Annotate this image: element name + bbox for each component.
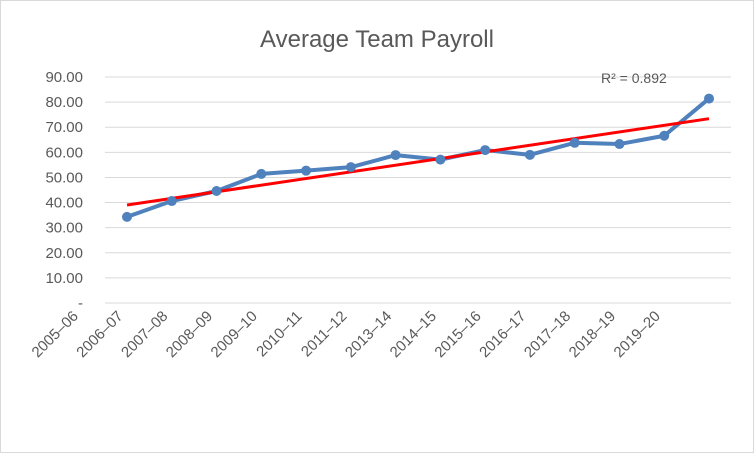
x-tick-label: 2006–07 [73,308,126,361]
x-tick-label: 2018–19 [566,308,619,361]
x-tick-label: 2008–09 [163,308,216,361]
points-layer [122,93,714,222]
x-tick-label: 2013–14 [342,308,395,361]
data-point [524,149,535,160]
x-tick-label: 2017–18 [521,308,574,361]
x-tick-label: 2007–08 [118,308,171,361]
y-tick-label: 90.00 [45,69,83,86]
y-tick-label: 20.00 [45,245,83,262]
x-tick-label: 2014–15 [387,308,440,361]
y-axis-ticks: - 10.00 20.00 30.00 40.00 50.00 60.00 70.00 80.0… [45,69,83,312]
y-tick-label: 60.00 [45,144,83,161]
data-point [569,137,580,148]
data-point [435,154,446,165]
y-tick-label: 40.00 [45,195,83,212]
data-point [122,211,132,222]
x-tick-label: 2010–11 [253,308,306,361]
y-tick-label: 80.00 [45,94,83,111]
y-tick-label: 50.00 [45,169,83,186]
x-axis-ticks: 2005–062006–072007–082008–092009–102010–… [29,308,664,361]
gridlines [105,76,731,304]
y-tick-label: - [78,295,83,312]
trendline [126,117,710,207]
y-tick-label: 30.00 [45,220,83,237]
data-point [256,168,267,179]
y-tick-label: 70.00 [45,119,83,136]
data-point [480,145,491,156]
x-tick-label: 2019–20 [611,308,664,361]
chart-title: Average Team Payroll [260,26,494,53]
data-point [614,139,625,150]
x-tick-label: 2016–17 [476,308,529,361]
data-point [390,150,401,161]
y-tick-label: 10.00 [45,270,83,287]
x-tick-label: 2009–10 [208,308,261,361]
data-point [301,165,312,176]
series-layer [125,96,711,219]
data-point [166,196,177,207]
data-point [659,130,670,141]
data-point [211,186,222,197]
r-squared-label: R² = 0.892 [601,70,667,86]
series-line [125,96,711,219]
trendline-layer [126,117,710,207]
x-tick-label: 2015–16 [431,308,484,361]
data-point [345,162,356,173]
x-tick-label: 2011–12 [298,308,351,361]
x-tick-label: 2005–06 [29,308,82,361]
data-point [704,93,714,104]
